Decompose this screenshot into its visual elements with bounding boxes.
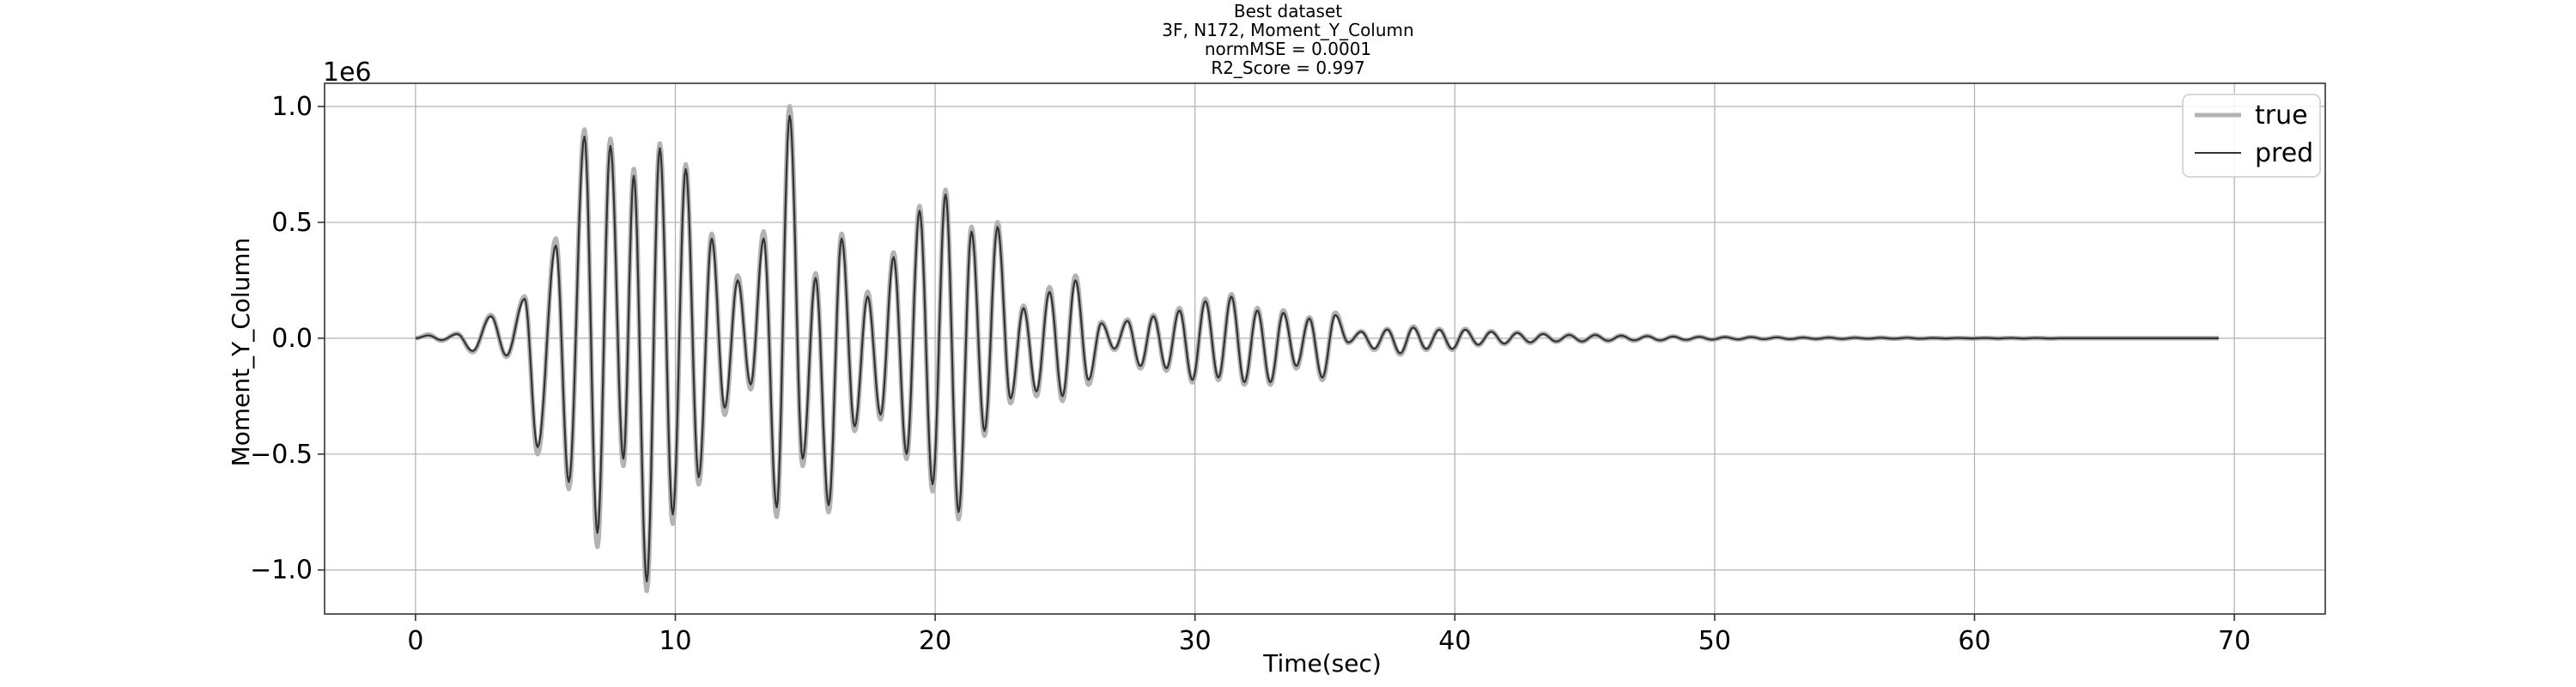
legend: true pred xyxy=(2182,94,2321,178)
legend-label-pred: pred xyxy=(2255,138,2313,168)
series-layer xyxy=(414,104,2221,593)
y-axis-label: Moment_Y_Column xyxy=(227,238,255,467)
x-tick-label: 50 xyxy=(1698,626,1731,656)
axes-frame xyxy=(324,82,2326,615)
x-tick-label: 70 xyxy=(2218,626,2251,656)
x-tick-label: 10 xyxy=(659,626,691,656)
x-tick-label: 20 xyxy=(919,626,951,656)
series-line-pred xyxy=(415,114,2219,583)
grid xyxy=(325,83,2325,614)
y-tick-label: 1.0 xyxy=(271,92,313,122)
series-line-true xyxy=(414,104,2221,593)
x-tick-label: 30 xyxy=(1179,626,1212,656)
y-tick-label: −0.5 xyxy=(250,440,313,470)
y-tick-label: 0.5 xyxy=(271,208,313,238)
ticks: 0 10 20 30 40 50 60 70 −1.0 −0.5 0.0 0.5 1.0 xyxy=(250,92,2251,656)
chart-subtitle-r2: R2_Score = 0.997 xyxy=(1211,58,1365,78)
x-tick-label: 0 xyxy=(407,626,423,656)
chart-subtitle-normmse: normMSE = 0.0001 xyxy=(1204,39,1372,59)
chart-subtitle-dataset: 3F, N172, Moment_Y_Column xyxy=(1162,20,1414,40)
x-tick-label: 40 xyxy=(1438,626,1471,656)
y-tick-label: 0.0 xyxy=(271,324,313,354)
x-axis-label: Time(sec) xyxy=(1262,649,1382,678)
x-tick-label: 60 xyxy=(1958,626,1990,656)
legend-label-true: true xyxy=(2255,100,2308,131)
y-offset-label: 1e6 xyxy=(323,58,372,88)
y-tick-label: −1.0 xyxy=(250,556,313,586)
chart-title: Best dataset xyxy=(1233,1,1343,21)
